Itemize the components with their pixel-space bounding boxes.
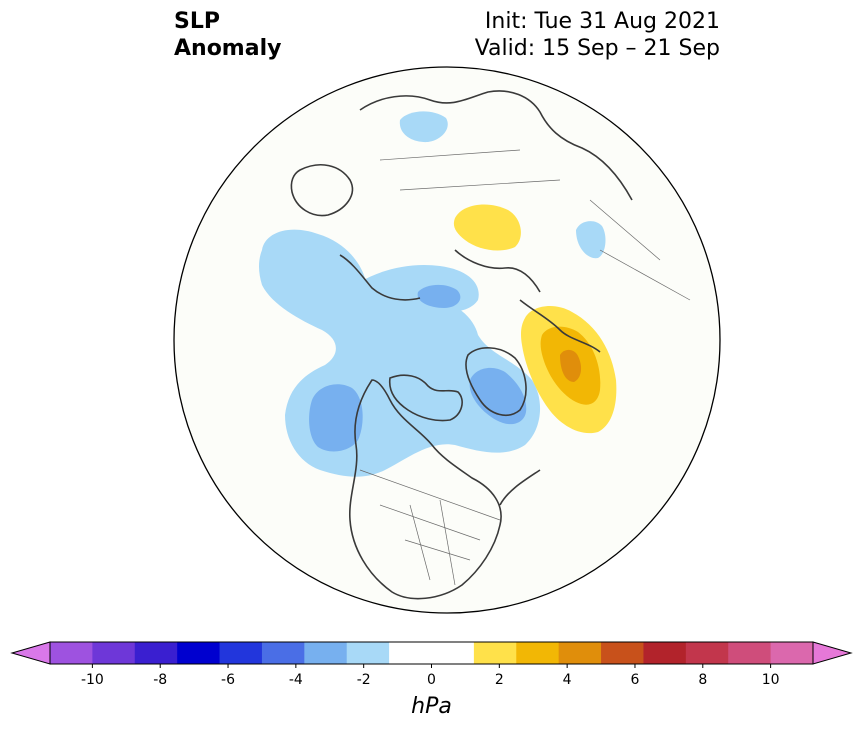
- colorbar-swatch: [728, 642, 772, 664]
- east-siberian-high-peak: [560, 349, 582, 382]
- colorbar-swatch: [643, 642, 687, 664]
- colorbar-tick-label: 8: [698, 672, 707, 688]
- colorbar-tick-label: 0: [427, 672, 436, 688]
- colorbar-tick-label: -10: [81, 672, 104, 688]
- colorbar-tick-label: -8: [153, 672, 167, 688]
- colorbar-swatch: [516, 642, 560, 664]
- siberian-low-core: [417, 284, 461, 308]
- colorbar-swatch: [304, 642, 348, 664]
- map-title: SLP Anomaly: [174, 8, 281, 62]
- north-pacific-low-core: [309, 384, 363, 452]
- asia-east-weak-low: [576, 221, 606, 259]
- colorbar-swatch: [389, 642, 432, 664]
- init-date-label: Init: Tue 31 Aug 2021: [484, 9, 720, 34]
- colorbar-swatch: [50, 642, 93, 664]
- colorbar-extend-high: [812, 641, 853, 665]
- colorbar-swatch: [177, 642, 221, 664]
- barents-high: [453, 204, 521, 251]
- colorbar-tick-label: -2: [357, 672, 371, 688]
- colorbar: -10 -8 -6 -4 -2 0 2 4 6 8 10: [10, 641, 853, 688]
- coastlines: [290, 90, 633, 600]
- colorbar-tick-label: -4: [289, 672, 303, 688]
- colorbar-swatch: [431, 642, 475, 664]
- colorbar-tick-label: 6: [631, 672, 640, 688]
- colorbar-swatch: [558, 642, 602, 664]
- title-line-1: SLP: [174, 9, 220, 34]
- colorbar-extend-low: [10, 641, 51, 665]
- title-line-2: Anomaly: [174, 36, 282, 61]
- boundaries: [359, 149, 691, 586]
- colorbar-swatch: [346, 642, 390, 664]
- forecast-dates: Init: Tue 31 Aug 2021 Valid: 15 Sep – 21…: [475, 8, 720, 62]
- colorbar-swatch: [261, 642, 305, 664]
- colorbar-tick-label: 2: [495, 672, 504, 688]
- colorbar-tick-label: 10: [762, 672, 780, 688]
- colorbar-units-label: hPa: [411, 694, 452, 719]
- greenland-low-core: [469, 367, 527, 425]
- colorbar-swatch: [219, 642, 263, 664]
- colorbar-tick-label: -6: [221, 672, 235, 688]
- valid-period-label: Valid: 15 Sep – 21 Sep: [474, 36, 720, 61]
- colorbar-swatch: [134, 642, 178, 664]
- colorbar-swatch: [473, 642, 517, 664]
- colorbar-ticks: -10 -8 -6 -4 -2 0 2 4 6 8 10: [81, 664, 780, 688]
- colorbar-swatch: [92, 642, 136, 664]
- colorbar-tick-label: 4: [563, 672, 572, 688]
- asia-weak-low: [399, 111, 448, 143]
- colorbar-swatch: [770, 642, 814, 664]
- colorbar-swatch: [601, 642, 644, 664]
- colorbar-swatch: [685, 642, 729, 664]
- globe-outline: [173, 66, 721, 614]
- colorbar-swatches: [50, 642, 814, 664]
- polar-map: [173, 66, 721, 614]
